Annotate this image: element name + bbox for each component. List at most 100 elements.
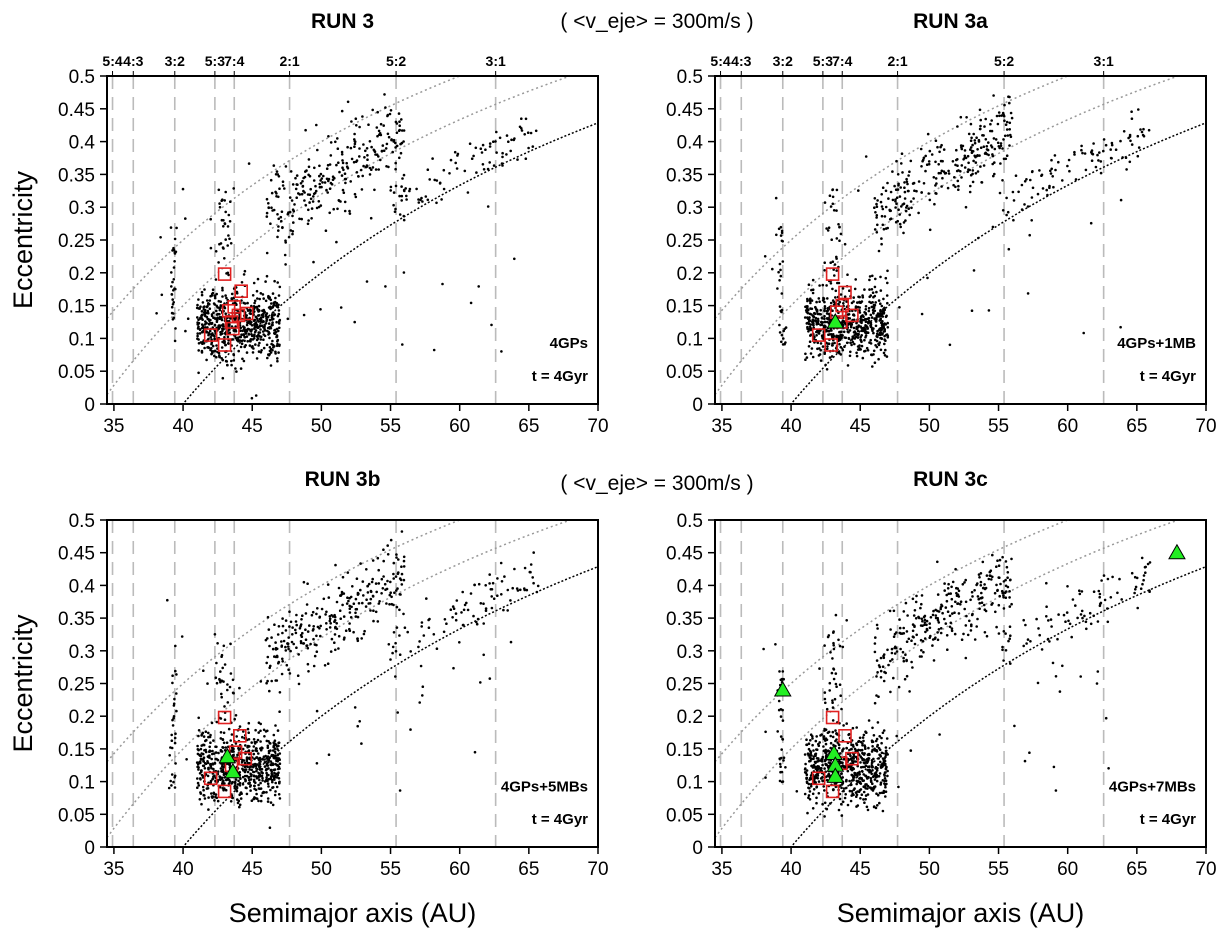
- particle-point: [1025, 642, 1028, 645]
- particle-point: [173, 237, 177, 241]
- particle-point: [400, 141, 404, 145]
- particle-point: [808, 790, 812, 793]
- particle-point: [394, 641, 397, 645]
- particle-point: [824, 363, 827, 367]
- particle-point: [251, 294, 255, 297]
- particle-point: [847, 765, 851, 769]
- particle-point: [203, 797, 207, 800]
- particle-point: [826, 635, 830, 639]
- particle-point: [834, 682, 838, 686]
- particle-point: [402, 214, 406, 218]
- particle-point: [926, 276, 929, 280]
- particle-point: [418, 640, 421, 643]
- particle-point: [209, 294, 212, 298]
- particle-point: [812, 763, 816, 767]
- particle-point: [456, 152, 460, 156]
- particle-point: [820, 733, 823, 736]
- particle-point: [834, 289, 838, 293]
- particle-point: [389, 538, 393, 542]
- particle-point: [885, 294, 889, 297]
- particle-point: [243, 269, 247, 273]
- y-tick-label: 0.15: [58, 297, 95, 318]
- particle-point: [516, 158, 519, 161]
- particle-point: [242, 759, 246, 762]
- particle-point: [944, 622, 948, 625]
- particle-point: [842, 747, 845, 750]
- particle-point: [982, 145, 986, 148]
- particle-point: [979, 127, 982, 131]
- particle-point: [987, 309, 991, 312]
- particle-point: [805, 738, 808, 741]
- particle-point: [452, 607, 456, 610]
- particle-point: [1023, 203, 1026, 206]
- resonance-label: 5:3: [205, 53, 225, 69]
- particle-point: [299, 182, 303, 185]
- particle-point: [1003, 103, 1006, 107]
- particle-point: [272, 311, 275, 314]
- particle-point: [365, 598, 368, 601]
- particle-point: [1135, 576, 1139, 580]
- particle-point: [231, 754, 235, 757]
- particle-point: [839, 345, 843, 349]
- particle-point: [274, 781, 278, 785]
- particle-point: [882, 326, 885, 330]
- particle-point: [398, 653, 402, 656]
- particle-point: [171, 318, 175, 321]
- particle-point: [846, 803, 850, 807]
- particle-point: [273, 279, 276, 283]
- particle-point: [1140, 556, 1144, 560]
- particle-point: [405, 198, 408, 201]
- particle-point: [1133, 591, 1136, 595]
- particle-point: [855, 327, 858, 331]
- particle-point: [239, 329, 242, 332]
- particle-point: [859, 338, 862, 341]
- particle-point: [1088, 611, 1092, 615]
- particle-point: [363, 629, 366, 633]
- particle-point: [266, 800, 270, 803]
- particle-point: [1004, 157, 1008, 161]
- particle-point: [1099, 160, 1103, 163]
- particle-point: [886, 336, 890, 339]
- particle-point: [443, 618, 447, 621]
- particle-point: [267, 353, 270, 356]
- particle-point: [476, 617, 480, 621]
- x-tick-label: 70: [1195, 416, 1216, 437]
- particle-point: [265, 215, 269, 218]
- particle-point: [212, 316, 215, 320]
- particle-point: [1098, 595, 1101, 599]
- particle-point: [857, 325, 860, 329]
- particle-point: [829, 205, 833, 208]
- y-tick-label: 0.3: [69, 198, 95, 219]
- particle-point: [181, 187, 185, 191]
- particle-point: [215, 317, 219, 320]
- particle-point: [809, 297, 812, 301]
- particle-point: [173, 697, 176, 701]
- particle-point: [968, 190, 972, 194]
- particle-point: [864, 336, 867, 339]
- particle-point: [359, 562, 362, 565]
- particle-point: [250, 334, 254, 338]
- particle-point: [808, 299, 812, 303]
- particle-point: [877, 342, 880, 346]
- particle-point: [246, 727, 250, 731]
- particle-point: [278, 318, 282, 322]
- particle-point: [379, 133, 383, 137]
- resonance-label: 4:3: [731, 53, 751, 69]
- particle-point: [389, 580, 392, 584]
- particle-point: [1107, 767, 1110, 770]
- particle-point: [1046, 193, 1049, 197]
- particle-point: [254, 315, 258, 319]
- particle-point: [995, 625, 998, 629]
- perihelion-curve: [107, 520, 462, 763]
- particle-point: [257, 333, 260, 337]
- particle-point: [809, 739, 812, 742]
- particle-point: [885, 782, 888, 786]
- particle-point: [875, 779, 879, 783]
- particle-point: [806, 311, 810, 315]
- particle-point: [902, 656, 905, 660]
- particle-point: [873, 650, 877, 654]
- particle-point: [284, 645, 287, 649]
- particle-point: [435, 179, 439, 182]
- particle-point: [1008, 625, 1012, 628]
- particle-point: [224, 343, 227, 347]
